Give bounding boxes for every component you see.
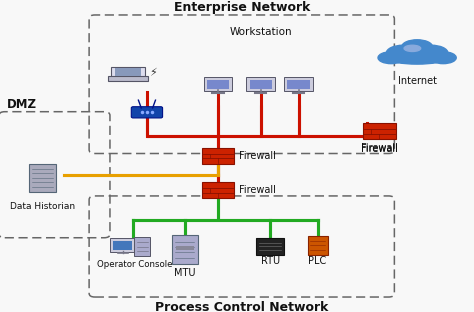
FancyBboxPatch shape xyxy=(172,235,198,264)
FancyBboxPatch shape xyxy=(201,148,234,164)
Text: DMZ: DMZ xyxy=(7,98,37,111)
Ellipse shape xyxy=(386,45,419,61)
FancyBboxPatch shape xyxy=(29,163,56,192)
FancyBboxPatch shape xyxy=(256,238,284,255)
FancyBboxPatch shape xyxy=(131,107,163,118)
Text: Operator Console: Operator Console xyxy=(97,260,173,269)
Ellipse shape xyxy=(378,52,404,64)
FancyBboxPatch shape xyxy=(111,66,145,79)
Text: Process Control Network: Process Control Network xyxy=(155,301,328,312)
FancyBboxPatch shape xyxy=(108,76,148,81)
Text: Firewall: Firewall xyxy=(361,143,398,153)
Ellipse shape xyxy=(415,45,448,61)
FancyBboxPatch shape xyxy=(308,236,328,255)
Text: ⚡: ⚡ xyxy=(149,68,157,78)
FancyBboxPatch shape xyxy=(110,238,136,252)
FancyBboxPatch shape xyxy=(113,241,132,250)
Text: Workstation: Workstation xyxy=(229,27,292,37)
FancyBboxPatch shape xyxy=(134,237,150,256)
FancyBboxPatch shape xyxy=(176,246,194,250)
FancyBboxPatch shape xyxy=(207,80,229,89)
Text: MTU: MTU xyxy=(174,267,196,278)
FancyBboxPatch shape xyxy=(250,80,272,89)
Text: RTU: RTU xyxy=(261,256,280,266)
Ellipse shape xyxy=(404,45,421,51)
Text: PLC: PLC xyxy=(309,256,327,266)
FancyBboxPatch shape xyxy=(363,123,395,139)
Text: Firewall: Firewall xyxy=(361,144,398,154)
Ellipse shape xyxy=(389,53,446,64)
Text: Internet: Internet xyxy=(398,76,437,86)
FancyBboxPatch shape xyxy=(201,182,234,198)
FancyBboxPatch shape xyxy=(287,80,310,89)
FancyBboxPatch shape xyxy=(115,68,141,76)
FancyBboxPatch shape xyxy=(284,77,313,91)
Text: Data Historian: Data Historian xyxy=(10,202,75,211)
FancyBboxPatch shape xyxy=(203,77,232,91)
Text: Firewall: Firewall xyxy=(239,185,276,195)
Text: Enterprise Network: Enterprise Network xyxy=(173,1,310,14)
Ellipse shape xyxy=(402,40,432,54)
FancyBboxPatch shape xyxy=(246,77,275,91)
Text: Firewall: Firewall xyxy=(239,151,276,161)
Ellipse shape xyxy=(430,52,456,64)
